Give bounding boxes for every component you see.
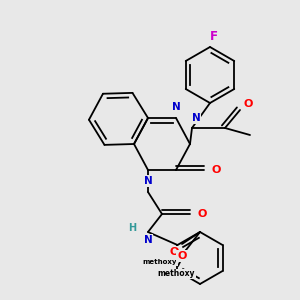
Text: H: H bbox=[128, 223, 136, 233]
Text: N: N bbox=[144, 235, 152, 245]
Text: F: F bbox=[210, 31, 218, 44]
Text: O: O bbox=[177, 251, 187, 261]
Text: O: O bbox=[197, 209, 207, 219]
Text: N: N bbox=[192, 113, 200, 123]
Text: O: O bbox=[211, 165, 221, 175]
Text: O: O bbox=[243, 99, 253, 109]
Text: methoxy: methoxy bbox=[157, 269, 195, 278]
Text: methoxy: methoxy bbox=[143, 259, 177, 265]
Text: N: N bbox=[172, 102, 180, 112]
Text: N: N bbox=[144, 176, 152, 186]
Text: O: O bbox=[169, 247, 179, 257]
